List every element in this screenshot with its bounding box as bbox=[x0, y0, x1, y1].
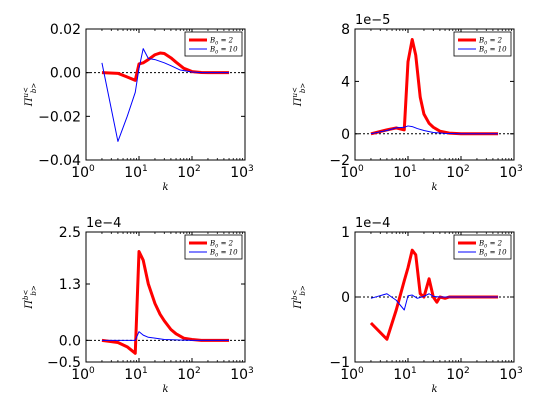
offset-label: 1e−5 bbox=[355, 13, 390, 28]
legend-label-1: B0 = 2 bbox=[478, 37, 503, 47]
y-tick-label: −1 bbox=[329, 355, 350, 371]
panel-4: 100 101 102 103 −1 0 1 1e−4 k Πb<b> B0 = 2B0 = 10 bbox=[291, 216, 523, 395]
y-tick-label: −0.5 bbox=[47, 355, 81, 371]
y-axis-label: Πb<b> bbox=[291, 285, 307, 310]
y-tick-label: −2 bbox=[329, 153, 350, 169]
legend-label-1: B0 = 2 bbox=[478, 240, 503, 250]
series-line-1 bbox=[369, 248, 499, 341]
series-line-1 bbox=[101, 250, 230, 355]
legend-box bbox=[453, 31, 512, 57]
series-line-2 bbox=[101, 48, 230, 142]
legend-label-2: B0 = 10 bbox=[478, 46, 507, 56]
y-tick-label: 0.02 bbox=[50, 22, 81, 38]
legend: B0 = 2B0 = 10 bbox=[453, 234, 512, 260]
y-tick-label: 1.3 bbox=[59, 277, 81, 293]
y-tick-label: 1 bbox=[341, 225, 350, 241]
x-tick-label: 103 bbox=[499, 366, 523, 383]
x-tick-label: 102 bbox=[446, 164, 470, 181]
plot-frame bbox=[354, 28, 515, 161]
y-tick-label: 8 bbox=[341, 22, 350, 38]
legend-box bbox=[184, 31, 243, 57]
offset-label: 1e−4 bbox=[86, 216, 121, 231]
x-axis-label: k bbox=[162, 182, 168, 193]
y-tick-label: 0 bbox=[341, 290, 350, 306]
series-line-2 bbox=[101, 331, 230, 341]
legend-box bbox=[453, 234, 512, 260]
legend: B0 = 2B0 = 10 bbox=[184, 31, 243, 57]
x-tick-label: 103 bbox=[499, 164, 523, 181]
legend-label-2: B0 = 10 bbox=[209, 46, 238, 56]
y-tick-label: 4 bbox=[341, 74, 350, 90]
legend-label-2: B0 = 10 bbox=[478, 249, 507, 259]
offset-label: 1e−4 bbox=[355, 216, 390, 231]
x-tick-label: 101 bbox=[393, 366, 417, 383]
x-axis-label: k bbox=[431, 182, 437, 193]
x-tick-label: 102 bbox=[177, 164, 201, 181]
legend-label-2: B0 = 10 bbox=[209, 249, 238, 259]
y-axis-label: Πb<b> bbox=[22, 285, 38, 310]
x-tick-label: 100 bbox=[340, 164, 364, 181]
legend-box bbox=[184, 234, 243, 260]
series-line-2 bbox=[370, 293, 499, 311]
series-line-1 bbox=[101, 51, 230, 82]
x-tick-label: 103 bbox=[230, 164, 254, 181]
x-tick-label: 102 bbox=[177, 366, 201, 383]
legend-label-1: B0 = 2 bbox=[209, 37, 234, 47]
y-tick-label: 0 bbox=[341, 127, 350, 143]
x-axis-label: k bbox=[162, 384, 168, 395]
legend-label-1: B0 = 2 bbox=[209, 240, 234, 250]
plot-frame bbox=[85, 231, 246, 363]
y-tick-label: 0.00 bbox=[50, 66, 81, 82]
y-axis-label: Πu<b> bbox=[291, 83, 307, 108]
x-tick-label: 103 bbox=[230, 366, 254, 383]
y-tick-label: 2.5 bbox=[59, 225, 81, 241]
x-tick-label: 100 bbox=[71, 164, 95, 181]
panel-1: 100 101 102 103 −0.04 −0.02 0.00 0.02 k Πu<b> B0 =… bbox=[22, 22, 254, 193]
x-tick-label: 101 bbox=[393, 164, 417, 181]
y-axis-label: Πu<b> bbox=[22, 83, 38, 108]
y-tick-label: 0.0 bbox=[59, 333, 81, 349]
y-tick-label: −0.04 bbox=[38, 153, 81, 169]
x-tick-label: 102 bbox=[446, 366, 470, 383]
panel-3: 100 101 102 103 −0.5 0.0 1.3 2.5 1e−4 k Πb<b> B0 = … bbox=[22, 216, 254, 395]
y-tick-label: −0.02 bbox=[38, 109, 81, 125]
x-tick-label: 101 bbox=[124, 366, 148, 383]
panel-2: 100 101 102 103 −2 0 4 8 1e−5 k Πu<b> B0 = 2B0 = 10 bbox=[291, 13, 523, 193]
x-tick-label: 100 bbox=[71, 366, 95, 383]
x-tick-label: 101 bbox=[124, 164, 148, 181]
x-tick-label: 100 bbox=[340, 366, 364, 383]
plot-frame bbox=[85, 28, 246, 161]
legend: B0 = 2B0 = 10 bbox=[184, 234, 243, 260]
x-axis-label: k bbox=[431, 384, 437, 395]
legend: B0 = 2B0 = 10 bbox=[453, 31, 512, 57]
series-line-2 bbox=[370, 125, 499, 135]
